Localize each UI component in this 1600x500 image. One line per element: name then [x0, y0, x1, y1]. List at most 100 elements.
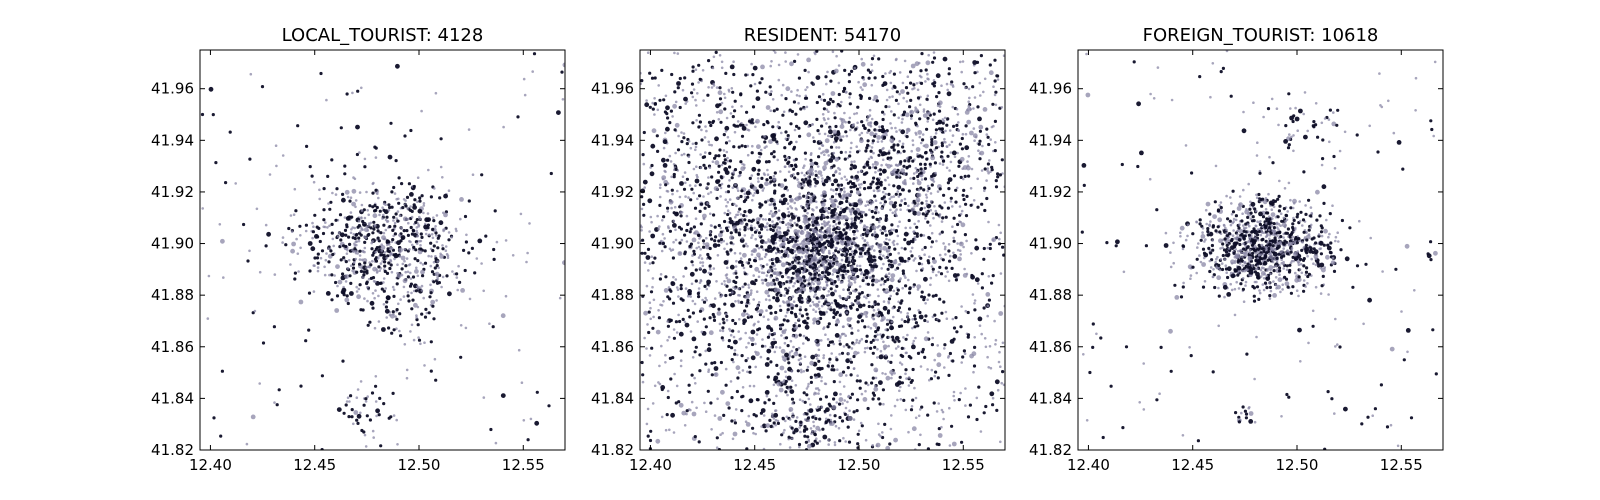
data-point — [774, 241, 778, 245]
data-point — [793, 201, 796, 205]
data-point — [665, 126, 670, 132]
data-point — [642, 213, 646, 217]
data-point — [884, 152, 888, 156]
data-point — [650, 76, 655, 80]
data-point — [877, 220, 881, 224]
data-point — [929, 224, 932, 227]
data-point — [341, 197, 346, 203]
data-point — [835, 401, 839, 404]
data-point — [681, 175, 685, 178]
data-point — [849, 167, 853, 171]
data-point — [791, 415, 795, 419]
data-point — [827, 322, 831, 326]
data-point — [420, 284, 424, 288]
data-point — [764, 289, 770, 295]
data-point — [378, 209, 382, 213]
data-point — [794, 321, 797, 325]
data-point — [420, 289, 424, 292]
data-point — [844, 272, 848, 276]
data-point — [960, 305, 963, 308]
data-point — [833, 116, 837, 120]
data-point — [429, 195, 433, 199]
plot-frame — [199, 49, 566, 451]
data-point — [861, 278, 865, 283]
data-point — [869, 131, 875, 137]
data-point — [752, 298, 755, 301]
data-point — [770, 203, 773, 206]
data-point — [745, 261, 749, 264]
data-point — [811, 208, 814, 211]
data-point — [400, 273, 404, 277]
data-point — [749, 264, 753, 268]
data-point — [723, 211, 727, 215]
data-point — [390, 190, 394, 194]
data-point — [809, 161, 815, 167]
data-point — [756, 144, 761, 150]
data-point — [747, 227, 750, 231]
data-point — [815, 75, 821, 80]
data-point — [885, 273, 888, 277]
data-point — [426, 212, 430, 215]
data-point — [962, 245, 965, 249]
data-point — [947, 279, 951, 283]
data-point — [388, 205, 392, 210]
data-point — [417, 208, 423, 214]
data-point — [873, 386, 879, 392]
data-point — [925, 157, 929, 161]
data-point — [272, 325, 276, 329]
data-point — [961, 60, 965, 63]
data-point — [859, 138, 864, 144]
data-point — [890, 320, 894, 324]
data-point — [759, 264, 763, 267]
data-point — [368, 320, 372, 324]
data-point — [718, 86, 722, 90]
data-point — [787, 435, 791, 439]
data-point — [826, 302, 829, 306]
data-point — [771, 414, 774, 418]
data-point — [752, 384, 756, 388]
data-point — [839, 138, 843, 142]
data-point — [805, 245, 809, 249]
data-point — [658, 195, 662, 199]
data-point — [745, 312, 749, 316]
data-point — [788, 165, 791, 168]
data-point — [826, 338, 830, 341]
data-point — [845, 252, 849, 256]
data-point — [692, 167, 696, 171]
data-point — [349, 211, 353, 214]
data-point — [747, 286, 751, 289]
data-point — [822, 234, 828, 239]
data-point — [382, 281, 385, 284]
data-point — [843, 111, 846, 115]
data-point — [755, 306, 760, 310]
data-point — [347, 415, 351, 419]
data-point — [933, 135, 937, 139]
y-tick-label: 41.88 — [151, 286, 194, 304]
data-point — [896, 190, 900, 193]
data-point — [994, 379, 1000, 385]
data-point — [374, 188, 378, 192]
data-point — [993, 119, 998, 123]
data-point — [666, 324, 671, 328]
data-point — [334, 218, 338, 222]
data-point — [341, 272, 345, 276]
data-point — [794, 253, 798, 257]
data-point — [916, 96, 921, 100]
data-point — [332, 244, 336, 248]
data-point — [810, 196, 814, 199]
data-point — [707, 343, 711, 347]
panel-title: LOCAL_TOURIST: 4128 — [282, 25, 484, 46]
data-point — [755, 333, 759, 336]
data-point — [526, 251, 529, 255]
data-point — [960, 209, 964, 213]
data-point — [769, 197, 775, 203]
data-point — [649, 306, 652, 310]
data-point — [373, 203, 377, 208]
data-point — [752, 186, 758, 192]
data-point — [387, 203, 391, 207]
data-point — [281, 154, 285, 157]
data-point — [943, 137, 946, 141]
data-point — [811, 223, 815, 227]
data-point — [377, 413, 381, 417]
data-point — [441, 176, 444, 179]
